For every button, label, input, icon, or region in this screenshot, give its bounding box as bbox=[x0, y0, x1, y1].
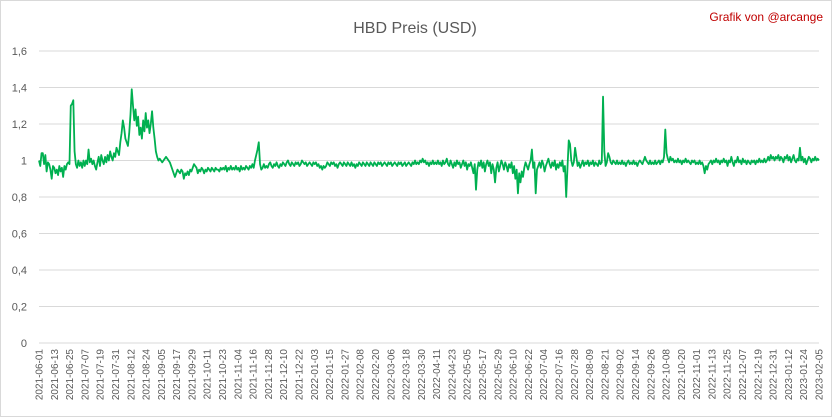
y-tick-label: 1,2 bbox=[12, 119, 27, 131]
chart-credit: Grafik von @arcange bbox=[709, 10, 823, 24]
y-tick-label: 1 bbox=[21, 156, 27, 168]
x-tick-label: 2022-08-09 bbox=[585, 349, 596, 401]
y-tick-label: 1,6 bbox=[12, 46, 27, 58]
y-gridlines bbox=[39, 50, 819, 344]
x-tick-label: 2021-07-31 bbox=[111, 349, 122, 401]
x-tick-label: 2022-05-17 bbox=[478, 349, 489, 401]
x-tick-label: 2022-03-06 bbox=[386, 349, 397, 401]
x-tick-label: 2021-11-04 bbox=[233, 349, 244, 400]
x-tick-label: 2022-11-13 bbox=[707, 349, 718, 400]
x-tick-label: 2022-12-07 bbox=[738, 349, 749, 401]
y-tick-label: 0 bbox=[21, 338, 27, 350]
x-tick-label: 2022-07-28 bbox=[570, 349, 581, 401]
x-tick-label: 2021-09-29 bbox=[187, 349, 198, 401]
price-series-line bbox=[38, 88, 820, 198]
y-axis-ticks: 0 0,2 0,4 0,6 0,8 1 1,2 1,4 1,6 bbox=[12, 46, 27, 350]
x-tick-label: 2022-01-03 bbox=[310, 349, 321, 401]
x-tick-label: 2021-06-01 bbox=[35, 349, 46, 401]
y-tick-label: 0,8 bbox=[12, 192, 27, 204]
x-tick-label: 2022-03-18 bbox=[402, 349, 413, 401]
x-tick-label: 2023-01-12 bbox=[784, 349, 795, 401]
x-tick-label: 2022-06-10 bbox=[509, 349, 520, 401]
y-tick-label: 0,4 bbox=[12, 265, 27, 277]
x-tick-label: 2022-02-20 bbox=[371, 349, 382, 401]
y-tick-label: 1,4 bbox=[12, 83, 27, 95]
x-tick-label: 2022-04-11 bbox=[432, 349, 443, 400]
y-tick-label: 0,6 bbox=[12, 229, 27, 241]
x-tick-label: 2022-09-26 bbox=[646, 349, 657, 401]
x-tick-label: 2021-10-11 bbox=[203, 349, 214, 400]
x-tick-label: 2022-08-21 bbox=[600, 349, 611, 401]
x-tick-label: 2023-01-24 bbox=[799, 349, 810, 401]
x-tick-label: 2021-09-05 bbox=[157, 349, 168, 401]
x-tick-label: 2022-06-22 bbox=[524, 349, 535, 401]
x-tick-label: 2022-10-20 bbox=[677, 349, 688, 401]
x-tick-label: 2021-07-07 bbox=[80, 349, 91, 401]
x-tick-label: 2021-07-19 bbox=[96, 349, 107, 401]
x-tick-label: 2021-12-10 bbox=[279, 349, 290, 401]
x-tick-label: 2022-02-08 bbox=[356, 349, 367, 401]
chart-title: HBD Preis (USD) bbox=[353, 20, 477, 37]
x-tick-label: 2021-08-12 bbox=[126, 349, 137, 401]
x-tick-label: 2021-06-25 bbox=[65, 349, 76, 401]
x-tick-label: 2022-05-05 bbox=[463, 349, 474, 401]
x-tick-label: 2022-09-14 bbox=[631, 349, 642, 401]
x-tick-label: 2022-09-02 bbox=[616, 349, 627, 401]
x-tick-label: 2022-12-31 bbox=[769, 349, 780, 401]
x-tick-label: 2022-04-23 bbox=[447, 349, 458, 401]
x-tick-label: 2023-02-05 bbox=[815, 349, 826, 401]
x-tick-label: 2022-10-08 bbox=[662, 349, 673, 401]
x-tick-label: 2021-08-24 bbox=[142, 349, 153, 401]
x-tick-label: 2022-11-01 bbox=[692, 349, 703, 400]
x-tick-label: 2022-03-30 bbox=[417, 349, 428, 401]
x-tick-label: 2022-05-29 bbox=[493, 349, 504, 401]
x-tick-label: 2022-07-04 bbox=[539, 349, 550, 401]
x-tick-label: 2021-11-16 bbox=[249, 349, 260, 400]
x-tick-label: 2021-06-13 bbox=[50, 349, 61, 401]
x-tick-label: 2022-11-25 bbox=[723, 349, 734, 400]
x-tick-label: 2021-11-28 bbox=[264, 349, 275, 400]
x-tick-label: 2021-09-17 bbox=[172, 349, 183, 401]
y-tick-label: 0,2 bbox=[12, 302, 27, 314]
x-tick-label: 2022-01-15 bbox=[325, 349, 336, 401]
x-tick-label: 2021-12-22 bbox=[295, 349, 306, 401]
x-tick-label: 2022-01-27 bbox=[340, 349, 351, 401]
x-axis-ticks: 2021-06-01 2021-06-13 2021-06-25 2021-07-07… bbox=[35, 349, 826, 401]
x-tick-label: 2021-10-23 bbox=[218, 349, 229, 401]
x-tick-label: 2022-12-19 bbox=[753, 349, 764, 401]
series-layer bbox=[38, 88, 820, 198]
x-tick-label: 2022-07-16 bbox=[555, 349, 566, 401]
